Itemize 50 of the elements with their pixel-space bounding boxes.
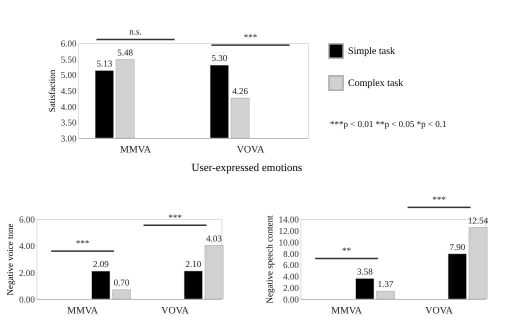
text: *** <box>432 194 446 204</box>
y-axis-title: Negative speech content <box>264 215 275 304</box>
data-label: 7.90 <box>449 242 466 252</box>
data-label: 2.10 <box>185 259 202 269</box>
text: ***p < 0.01 **p < 0.05 *p < 0.1 <box>330 118 446 129</box>
text: User-expressed emotions <box>192 162 302 174</box>
y-tick-label: 4.50 <box>60 86 78 96</box>
y-tick-label: 0.00 <box>283 294 300 304</box>
data-label: 4.03 <box>206 233 222 244</box>
y-tick-label: 4.00 <box>60 102 78 112</box>
y-tick-label: 5.00 <box>60 70 78 80</box>
data-label: 3.58 <box>356 266 374 277</box>
y-tick-label: 6.00 <box>19 214 36 224</box>
annotation: *** <box>168 212 182 222</box>
y-tick-label: 3.50 <box>60 118 78 128</box>
y-tick-label: 14.00 <box>278 214 300 224</box>
data-label: 4.26 <box>232 86 249 96</box>
y-tick-label: 6.00 <box>60 38 78 48</box>
y-tick-label: 0.00 <box>19 294 36 304</box>
legend-label: Simple task <box>348 46 395 57</box>
y-tick-label: 10.00 <box>278 237 300 248</box>
y-tick-label: 4.00 <box>283 272 300 282</box>
y-axis-title: Satisfaction <box>46 69 57 112</box>
y-tick-label: 8.00 <box>283 248 300 259</box>
x-tick-label: VOVA <box>425 306 454 316</box>
y-tick-label: 2.00 <box>283 283 300 294</box>
x-tick-label: VOVA <box>161 306 190 316</box>
y-axis-title: Negative voice tone <box>5 224 16 296</box>
x-tick-label: MMVA <box>120 144 152 156</box>
y-tick-label: 12.00 <box>278 226 300 236</box>
data-label: 5.48 <box>117 47 134 58</box>
data-label: 5.13 <box>96 58 113 69</box>
text: n.s. <box>129 26 142 36</box>
y-tick-label: 5.50 <box>60 54 78 64</box>
y-tick-label: 3.00 <box>60 134 78 144</box>
annotation: ** <box>342 246 352 256</box>
annotation: *** <box>76 238 90 248</box>
data-label: 0.70 <box>114 278 130 288</box>
y-tick-label: 6.00 <box>283 260 300 270</box>
text: *** <box>244 32 258 42</box>
x-tick-label: MMVA <box>67 306 99 316</box>
y-tick-label: 2.00 <box>19 268 36 278</box>
data-label: 12.54 <box>468 215 489 226</box>
x-tick-label: MMVA <box>331 306 363 316</box>
data-label: 1.37 <box>378 279 394 290</box>
y-tick-label: 4.00 <box>19 241 36 252</box>
x-tick-label: VOVA <box>236 144 266 156</box>
data-label: 5.30 <box>212 53 228 64</box>
legend-label: Complex task <box>348 78 404 89</box>
data-label: 2.09 <box>92 259 110 270</box>
